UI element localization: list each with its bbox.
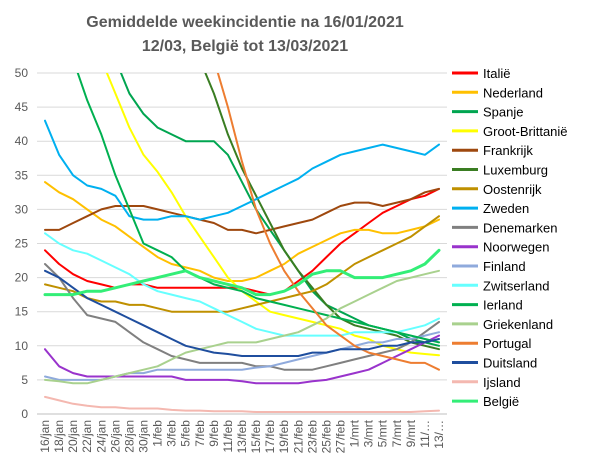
x-tick-label: 27/feb (334, 420, 348, 454)
x-tick-label: 7/feb (193, 420, 207, 447)
series-line-ijsland (44, 395, 440, 413)
legend-label-noorwegen: Noorwegen (483, 240, 550, 255)
y-tick-label: 10 (15, 339, 29, 353)
chart-title: Gemiddelde weekincidentie na 16/01/2021 (86, 14, 404, 31)
series-line-zweden (44, 119, 440, 221)
x-tick-label: 7/mrt (390, 419, 404, 447)
axes: 0 5 10 15 20 25 30 35 40 45 50 16/jan 18/jan 20/jan 22… (15, 66, 447, 453)
series-line-belgie (43, 248, 441, 297)
series-lines (43, 73, 441, 413)
x-tick-label: 18/jan (52, 420, 66, 453)
legend-label-spanje: Spanje (483, 105, 523, 120)
x-tick-label: 5/feb (179, 420, 193, 447)
legend: Italië Nederland Spanje Groot-Brittanië Fran… (452, 66, 568, 409)
x-tick-label: 11/… (418, 420, 432, 448)
x-tick-label: 16/jan (38, 420, 52, 453)
x-tick-label: 13/… (432, 420, 446, 449)
x-tick-label: 30/jan (137, 420, 151, 453)
x-tick-label: 13/feb (235, 420, 249, 454)
series-line-oostenrijk (44, 215, 440, 313)
y-tick-label: 30 (15, 202, 29, 216)
series-line-luxemburg (204, 73, 440, 351)
series-line-duitsland (44, 269, 440, 357)
series-line-zwitserland (44, 232, 440, 337)
series-line-griekenland (44, 269, 440, 385)
legend-label-oostenrijk: Oostenrijk (483, 182, 542, 197)
x-tick-label: 3/feb (165, 420, 179, 447)
y-tick-label: 35 (15, 168, 29, 182)
legend-label-frankrijk: Frankrijk (483, 143, 533, 158)
y-tick-label: 15 (15, 305, 29, 319)
y-tick-label: 25 (15, 237, 29, 251)
y-tick-label: 20 (15, 271, 29, 285)
y-tick-label: 0 (21, 407, 28, 421)
legend-label-zwitserland: Zwitserland (483, 278, 549, 293)
y-tick-label: 50 (15, 66, 29, 80)
x-tick-label: 17/feb (263, 420, 277, 454)
x-tick-label: 11/feb (221, 420, 235, 453)
x-tick-label: 15/feb (249, 420, 263, 454)
series-line-frankrijk (44, 187, 440, 235)
x-tick-label: 19/feb (277, 420, 291, 454)
y-tick-label: 40 (15, 134, 29, 148)
legend-label-ijsland: Ijsland (483, 375, 521, 390)
series-line-portugal (216, 73, 440, 371)
legend-label-finland: Finland (483, 259, 526, 274)
legend-label-luxemburg: Luxemburg (483, 163, 548, 178)
x-tick-label: 1/feb (151, 420, 165, 447)
x-tick-label: 26/jan (108, 420, 122, 453)
series-line-noorwegen (44, 334, 440, 385)
x-tick-label: 25/feb (319, 420, 333, 454)
legend-label-belgie: België (483, 394, 519, 409)
legend-label-nederland: Nederland (483, 85, 543, 100)
x-tick-label: 9/feb (207, 420, 221, 447)
x-tick-label: 22/jan (80, 420, 94, 453)
x-tick-label: 5/mrt (376, 419, 390, 447)
y-tick-label: 45 (15, 100, 29, 114)
x-tick-label: 1/mrt (348, 419, 362, 447)
x-tick-label: 23/feb (305, 420, 319, 454)
legend-label-duitsland: Duitsland (483, 356, 537, 371)
series-line-nederland (44, 181, 440, 282)
legend-label-zweden: Zweden (483, 201, 529, 216)
legend-label-groot-brittanie: Groot-Brittanië (483, 124, 568, 139)
legend-label-portugal: Portugal (483, 336, 532, 351)
y-tick-label: 5 (21, 373, 28, 387)
x-tick-label: 21/feb (291, 420, 305, 454)
x-tick-label: 9/mrt (404, 419, 418, 447)
legend-label-griekenland: Griekenland (483, 317, 553, 332)
x-tick-label: 28/jan (122, 420, 136, 453)
series-line-ierland (76, 73, 440, 344)
legend-label-ierland: Ierland (483, 298, 523, 313)
x-tick-label: 20/jan (66, 420, 80, 453)
x-tick-label: 24/jan (94, 420, 108, 453)
x-tick-label: 3/mrt (362, 419, 376, 447)
series-line-denemarken (44, 263, 440, 371)
legend-label-italie: Italië (483, 66, 510, 81)
chart-subtitle: 12/03, België tot 13/03/2021 (141, 38, 349, 55)
legend-label-denemarken: Denemarken (483, 220, 557, 235)
